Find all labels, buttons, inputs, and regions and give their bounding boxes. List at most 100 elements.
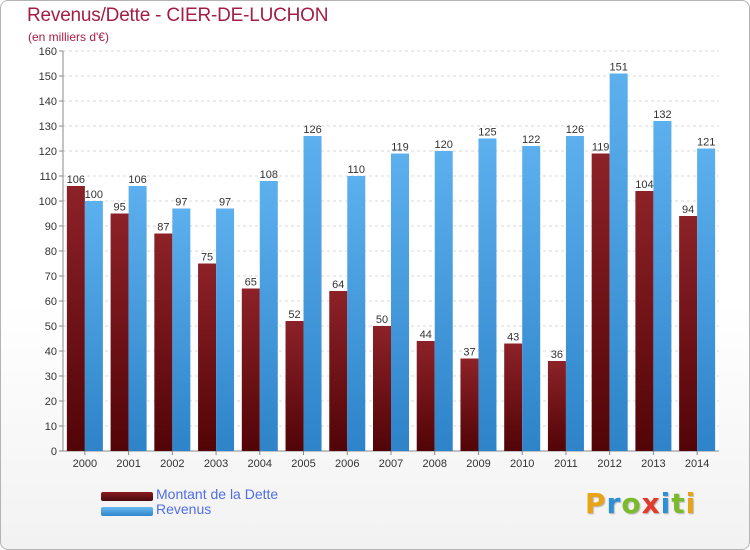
x-tick-label: 2010 (510, 458, 534, 470)
data-label-dette: 44 (420, 329, 432, 341)
bar-revenus (391, 153, 409, 451)
y-tick-label: 30 (45, 371, 57, 383)
proxiti-logo: Proxiti (585, 487, 696, 520)
bar-dette (241, 288, 260, 451)
bar-revenus (172, 208, 191, 451)
x-tick-label: 2008 (422, 458, 446, 470)
bar-revenus (434, 151, 453, 451)
y-tick-label: 0 (51, 446, 57, 458)
y-tick-label: 140 (39, 96, 57, 108)
logo-letter: i (660, 487, 672, 520)
data-label-revenus: 108 (260, 169, 278, 181)
x-tick-label: 2009 (466, 458, 490, 470)
bar-revenus (653, 121, 672, 451)
x-tick-label: 2013 (641, 458, 665, 470)
y-tick-label: 20 (45, 396, 57, 408)
bar-dette (198, 263, 217, 451)
bar-dette (329, 291, 348, 451)
bar-revenus (522, 146, 541, 451)
data-label-revenus: 121 (697, 137, 715, 149)
bar-revenus (697, 148, 716, 451)
y-tick-label: 150 (39, 71, 57, 83)
x-tick-label: 2003 (204, 458, 228, 470)
legend-label-dette: Montant de la Dette (156, 486, 279, 502)
bar-dette (66, 186, 85, 451)
y-tick-label: 120 (39, 146, 57, 158)
data-label-revenus: 151 (609, 62, 627, 74)
data-label-revenus: 110 (347, 164, 365, 176)
data-label-dette: 50 (376, 314, 388, 326)
data-label-revenus: 132 (653, 109, 671, 121)
y-tick-label: 50 (45, 321, 57, 333)
data-label-revenus: 100 (85, 189, 103, 201)
bar-revenus (128, 186, 147, 451)
legend-swatch-dette (101, 492, 153, 501)
data-label-revenus: 97 (219, 197, 231, 209)
y-tick-label: 160 (39, 46, 57, 58)
data-label-dette: 75 (201, 252, 213, 264)
logo-letter: o (621, 487, 642, 520)
bar-revenus (216, 208, 235, 451)
legend-swatch-revenus (101, 507, 153, 516)
bar-dette (373, 326, 391, 451)
legend-label-revenus: Revenus (156, 501, 212, 517)
logo-letter: x (641, 487, 661, 520)
logo-letter: t (671, 487, 686, 520)
y-tick-label: 80 (45, 246, 57, 258)
logo-letter: i (685, 487, 697, 520)
bar-dette (504, 343, 523, 451)
bar-revenus (347, 176, 366, 451)
x-tick-label: 2012 (597, 458, 621, 470)
x-tick-label: 2005 (291, 458, 315, 470)
bar-dette (679, 216, 698, 451)
y-tick-label: 90 (45, 221, 57, 233)
data-label-dette: 43 (507, 332, 519, 344)
data-label-revenus: 125 (478, 127, 496, 139)
x-tick-label: 2002 (160, 458, 184, 470)
bar-dette (547, 361, 566, 451)
bar-dette (285, 321, 304, 451)
data-label-dette: 119 (592, 142, 610, 154)
chart-subtitle: (en milliers d'€) (28, 30, 109, 44)
data-label-revenus: 106 (128, 174, 146, 186)
x-tick-label: 2011 (554, 458, 578, 470)
data-label-revenus: 122 (522, 134, 540, 146)
data-label-revenus: 119 (391, 142, 409, 154)
logo-letter: P (585, 487, 607, 520)
data-label-dette: 95 (113, 202, 125, 214)
data-label-revenus: 126 (566, 124, 584, 136)
data-label-dette: 36 (551, 349, 563, 361)
x-tick-label: 2001 (116, 458, 140, 470)
data-label-revenus: 120 (435, 139, 453, 151)
y-tick-label: 110 (39, 171, 57, 183)
data-label-dette: 87 (157, 222, 169, 234)
data-label-revenus: 97 (175, 197, 187, 209)
bar-revenus (609, 73, 628, 451)
data-label-dette: 52 (288, 309, 300, 321)
bar-revenus (565, 136, 584, 451)
x-tick-label: 2006 (335, 458, 359, 470)
bar-revenus (303, 136, 322, 451)
bar-dette (635, 191, 654, 451)
y-tick-label: 130 (39, 121, 57, 133)
bar-dette (591, 153, 610, 451)
y-tick-label: 40 (45, 346, 57, 358)
chart-title: Revenus/Dette - CIER-DE-LUCHON (27, 5, 329, 26)
y-tick-label: 70 (45, 271, 57, 283)
data-label-revenus: 126 (303, 124, 321, 136)
data-label-dette: 106 (67, 174, 85, 186)
x-tick-label: 2007 (379, 458, 403, 470)
bar-revenus (259, 181, 278, 451)
data-label-dette: 65 (245, 277, 257, 289)
data-label-dette: 64 (332, 279, 344, 291)
bar-revenus (84, 201, 103, 451)
y-tick-label: 10 (45, 421, 57, 433)
bar-revenus (478, 138, 497, 451)
y-tick-label: 60 (45, 296, 57, 308)
data-label-dette: 104 (635, 179, 653, 191)
bar-dette (110, 213, 129, 451)
x-tick-label: 2014 (685, 458, 709, 470)
data-label-dette: 94 (682, 204, 694, 216)
